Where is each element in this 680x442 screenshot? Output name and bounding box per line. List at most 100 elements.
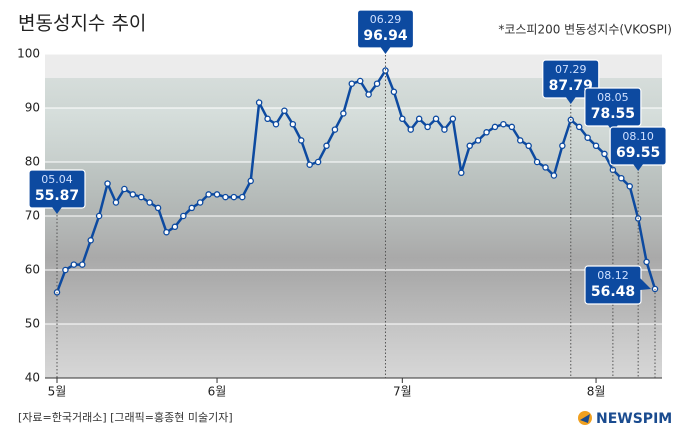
point [70,261,78,268]
point [500,120,507,128]
callout-pointer [380,47,391,54]
point [79,261,86,268]
point [382,67,389,74]
point [533,158,541,166]
callout-pointer [565,97,576,104]
point [356,77,364,85]
point [188,204,196,212]
point [432,115,440,123]
point [516,137,524,144]
point [298,137,305,144]
point [340,110,347,117]
point [323,142,330,150]
logo-icon-mark [580,414,590,423]
callout-value: 55.87 [35,188,79,204]
point [458,169,465,177]
callout-date: 08.05 [597,91,629,104]
callout-date: 06.29 [370,13,402,26]
point [121,185,128,193]
point [390,88,398,96]
point [137,193,145,201]
point [575,123,583,131]
point [449,115,457,123]
point [601,150,608,158]
point [163,228,170,236]
point [154,204,162,212]
x-tick-label: 5월 [48,385,67,399]
point [373,80,381,87]
point [559,142,566,150]
callout-pointer [640,278,651,290]
point [247,177,254,185]
point [399,115,406,123]
point [618,174,625,182]
callout-value: 96.94 [363,28,408,44]
x-tick-label: 7월 [393,385,412,399]
point [483,129,490,136]
callout-pointer [633,164,644,171]
point [331,126,339,133]
point [306,161,313,168]
point [264,115,271,123]
point [112,199,120,206]
callout-value: 78.55 [591,106,635,122]
point [255,99,263,106]
callout-value: 56.48 [591,284,635,300]
y-tick-label: 60 [25,263,40,277]
point [474,137,482,144]
callout-date: 05.04 [41,173,73,186]
y-tick-label: 50 [25,317,40,331]
subtitle: *코스피200 변동성지수(VKOSPI) [498,23,672,37]
point [365,91,372,98]
callout-value: 69.55 [616,145,660,161]
y-tick-label: 70 [25,209,40,223]
photo-overlay [45,78,662,378]
point [508,123,516,131]
point [424,123,431,131]
point [441,126,448,133]
callout-date: 08.10 [622,130,654,143]
point [104,180,111,187]
y-tick-label: 80 [25,155,40,169]
point [87,237,94,244]
point [62,266,69,274]
y-tick-label: 40 [25,371,40,385]
point [542,164,549,171]
point [171,223,179,231]
callout-value: 87.79 [549,78,593,94]
point [222,193,229,201]
y-tick-label: 100 [17,47,40,61]
callout-date: 07.29 [555,63,587,76]
point [180,212,187,220]
point [196,199,204,206]
point [230,193,238,201]
point [643,258,650,266]
point [592,142,600,150]
point [550,172,558,179]
point [314,158,322,166]
chart-title: 변동성지수 추이 [18,13,146,35]
x-tick-label: 6월 [208,385,227,399]
point [491,123,499,131]
callout-date: 08.12 [597,269,629,282]
x-tick-label: 8월 [587,385,606,399]
y-tick-label: 90 [25,101,40,115]
point [348,80,356,87]
point [584,134,591,141]
point [466,142,473,150]
callout-pointer [52,207,62,214]
logo: NEWSPIM [596,411,672,427]
point [95,212,103,220]
point [415,115,423,123]
source: [자료=한국거래소] [그래픽=홍종현 미술기자] [18,410,233,424]
point [407,126,414,133]
point [213,191,221,198]
point [626,183,633,190]
point [239,193,246,201]
point [272,120,280,128]
point [205,191,212,198]
point [146,199,153,206]
point [129,191,137,198]
